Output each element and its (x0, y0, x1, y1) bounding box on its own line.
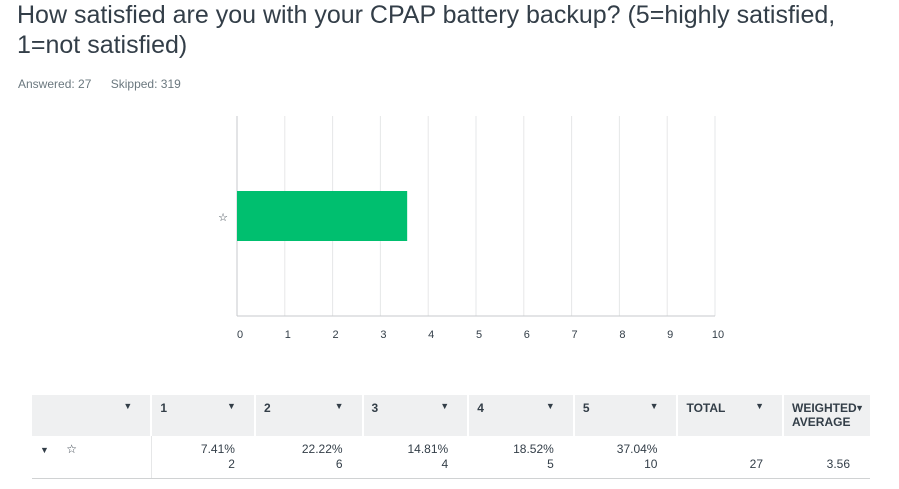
answered-count: Answered: 27 (18, 77, 92, 91)
column-header-2[interactable]: 2 ▼ (254, 395, 364, 436)
column-header-total[interactable]: TOTAL ▼ (677, 395, 784, 436)
sort-caret-icon[interactable]: ▼ (649, 401, 659, 411)
x-tick-label: 6 (524, 329, 530, 341)
column-header-3[interactable]: 3 ▼ (362, 395, 470, 436)
bar-chart: 0 1 2 3 4 5 6 7 8 9 10 ☆ (218, 116, 724, 341)
x-tick-label: 8 (619, 329, 625, 341)
sort-caret-icon[interactable]: ▼ (227, 401, 236, 411)
expand-caret-icon[interactable]: ▼ (40, 445, 49, 455)
x-tick-label: 10 (712, 329, 724, 341)
column-header-weighted-average[interactable]: WEIGHTED AVERAGE ▼ (783, 395, 870, 436)
x-tick-label: 4 (428, 329, 434, 341)
sort-caret-icon[interactable]: ▼ (855, 403, 864, 413)
sort-caret-icon[interactable]: ▼ (755, 401, 764, 411)
column-header-5[interactable]: 5 ▼ (573, 395, 679, 436)
cell-5: 37.04% 10 (573, 436, 678, 479)
question-title: How satisfied are you with your CPAP bat… (17, 1, 836, 59)
response-stats: Answered: 27 Skipped: 319 (18, 77, 197, 91)
cell-total: 27 (677, 436, 783, 479)
star-icon: ☆ (66, 442, 78, 456)
x-tick-label: 9 (667, 329, 673, 341)
cell-4: 18.52% 5 (468, 436, 574, 479)
x-tick-label: 2 (333, 329, 339, 341)
x-tick-label: 5 (476, 329, 482, 341)
cell-weighted-average: 3.56 (783, 436, 870, 479)
cell-2: 22.22% 6 (254, 436, 363, 479)
column-header-1[interactable]: 1 ▼ (151, 395, 256, 436)
bar (237, 191, 408, 241)
category-label-star-icon: ☆ (218, 212, 228, 224)
row-label-cell: ▼ ☆ (32, 436, 152, 479)
x-tick-label: 7 (572, 329, 578, 341)
sort-caret-icon[interactable]: ▼ (123, 401, 133, 411)
sort-caret-icon[interactable]: ▼ (545, 401, 555, 411)
summary-header-row: ▼ 1 ▼ 2 ▼ 3 ▼ 4 ▼ 5 ▼ TOTAL (32, 395, 870, 436)
cell-3: 14.81% 4 (362, 436, 469, 479)
column-header-4[interactable]: 4 ▼ (468, 395, 575, 436)
cell-1: 7.41% 2 (151, 436, 255, 479)
skipped-count: Skipped: 319 (110, 77, 181, 91)
sort-caret-icon[interactable]: ▼ (440, 401, 450, 411)
summary-table: ▼ 1 ▼ 2 ▼ 3 ▼ 4 ▼ 5 ▼ TOTAL (32, 395, 870, 479)
x-tick-label: 3 (380, 329, 386, 341)
sort-caret-icon[interactable]: ▼ (334, 401, 344, 411)
table-row: ▼ ☆ 7.41% 2 22.22% 6 14.81% 4 18.52% 5 3… (32, 436, 870, 479)
corner-header: ▼ (32, 395, 153, 436)
x-tick-label: 1 (285, 329, 291, 341)
x-tick-label: 0 (237, 329, 243, 341)
